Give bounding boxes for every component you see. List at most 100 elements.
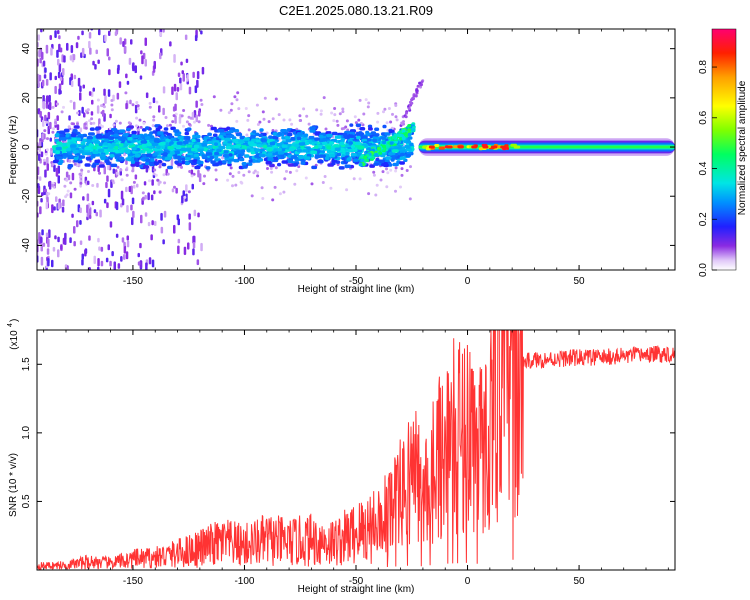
- heatmap-cell: [341, 110, 345, 114]
- colorbar-tick-label: 0.8: [698, 60, 709, 74]
- heatmap-cell: [42, 158, 46, 162]
- heatmap-cell: [37, 166, 40, 176]
- heatmap-cell: [188, 213, 191, 220]
- heatmap-cell: [55, 132, 60, 137]
- heatmap-cell: [56, 141, 63, 145]
- heatmap-cell: [134, 154, 141, 158]
- heatmap-cell: [71, 172, 75, 181]
- heatmap-cell: [314, 137, 320, 141]
- heatmap-cell: [106, 148, 114, 152]
- heatmap-cell: [373, 162, 380, 166]
- heatmap-cell: [245, 133, 249, 137]
- heatmap-cell: [137, 261, 141, 266]
- heatmap-cell: [162, 173, 166, 177]
- heatmap-cell: [167, 165, 173, 170]
- heatmap-cell: [298, 142, 305, 146]
- heatmap-cell: [392, 162, 399, 167]
- heatmap-cell: [188, 222, 192, 231]
- heatmap-cell: [51, 130, 55, 134]
- heatmap-cell: [225, 134, 231, 139]
- heatmap-cell: [129, 99, 132, 105]
- heatmap-cell: [197, 212, 200, 218]
- heatmap-cell: [121, 237, 125, 243]
- heatmap-cell: [389, 168, 393, 172]
- heatmap-cell: [247, 128, 251, 132]
- heatmap-cell: [147, 221, 151, 227]
- heatmap-cell: [335, 147, 341, 151]
- heatmap-cell: [391, 135, 396, 139]
- heatmap-cell: [265, 161, 272, 165]
- heatmap-cell: [280, 129, 288, 133]
- heatmap-cell: [92, 121, 96, 125]
- heatmap-cell: [112, 133, 119, 137]
- heatmap-cell: [46, 156, 49, 166]
- heatmap-cell: [116, 67, 120, 74]
- heatmap-cell: [191, 164, 195, 168]
- heatmap-cell: [385, 121, 389, 125]
- heatmap-cell: [88, 119, 92, 123]
- heatmap-cell: [121, 136, 127, 140]
- heatmap-cell: [248, 159, 253, 163]
- heatmap-cell: [359, 127, 366, 131]
- heatmap-cell: [53, 164, 56, 172]
- heatmap-cell: [172, 114, 176, 118]
- heatmap-cell: [329, 154, 336, 158]
- heatmap-cell: [108, 56, 111, 61]
- heatmap-cell: [117, 149, 125, 153]
- heatmap-cell: [103, 198, 107, 204]
- heatmap-cell: [201, 143, 208, 147]
- heatmap-cell: [164, 156, 172, 161]
- heatmap-cell: [96, 98, 100, 102]
- snr-multiplier-close: ): [9, 319, 20, 322]
- heatmap-cell: [43, 189, 47, 192]
- heatmap-cell: [62, 199, 65, 207]
- heatmap-cell: [405, 169, 409, 172]
- heatmap-cell: [226, 178, 230, 182]
- heatmap-cell: [141, 55, 144, 65]
- heatmap-cell: [335, 119, 339, 123]
- heatmap-cell: [99, 123, 102, 127]
- heatmap-cell: [323, 175, 327, 178]
- heatmap-cell: [258, 153, 266, 158]
- heatmap-cell: [115, 201, 119, 211]
- heatmap-cell: [392, 149, 399, 153]
- heatmap-cell: [92, 60, 95, 66]
- heatmap-cell: [302, 107, 306, 111]
- heatmap-cell: [176, 141, 183, 145]
- heatmap-cell: [45, 78, 49, 86]
- heatmap-cell: [193, 209, 197, 217]
- heatmap-cell: [202, 140, 209, 144]
- heatmap-cell: [177, 157, 183, 161]
- heatmap-cell: [78, 110, 81, 117]
- heatmap-cell: [162, 29, 165, 33]
- heatmap-cell: [189, 116, 193, 120]
- heatmap-cell: [244, 107, 248, 110]
- heatmap-cell: [144, 136, 152, 140]
- heatmap-cell: [130, 160, 136, 164]
- heatmap-cell: [356, 135, 361, 140]
- heatmap-cell: [194, 132, 199, 136]
- heatmap-cell: [74, 149, 79, 154]
- heatmap-cell: [40, 29, 43, 33]
- heatmap-cell: [118, 129, 126, 133]
- heatmap-cell: [354, 141, 362, 146]
- heatmap-cell: [267, 152, 273, 156]
- heatmap-cell: [290, 122, 294, 126]
- heatmap-cell: [82, 21, 85, 28]
- heatmap-cell: [198, 173, 202, 183]
- heatmap-cell: [361, 162, 366, 167]
- heatmap-cell: [177, 238, 181, 244]
- heatmap-cell: [331, 131, 338, 136]
- heatmap-cell: [162, 239, 165, 245]
- heatmap-cell: [160, 212, 163, 221]
- heatmap-cell: [131, 197, 135, 205]
- heatmap-cell: [174, 112, 178, 116]
- heatmap-cell: [239, 157, 245, 162]
- heatmap-cell: [319, 112, 323, 116]
- heatmap-cell: [84, 126, 88, 130]
- heatmap-cell: [197, 147, 204, 152]
- heatmap-cell: [277, 113, 281, 117]
- heatmap-cell: [177, 218, 180, 226]
- heatmap-cell: [188, 86, 192, 95]
- heatmap-cell: [360, 145, 365, 149]
